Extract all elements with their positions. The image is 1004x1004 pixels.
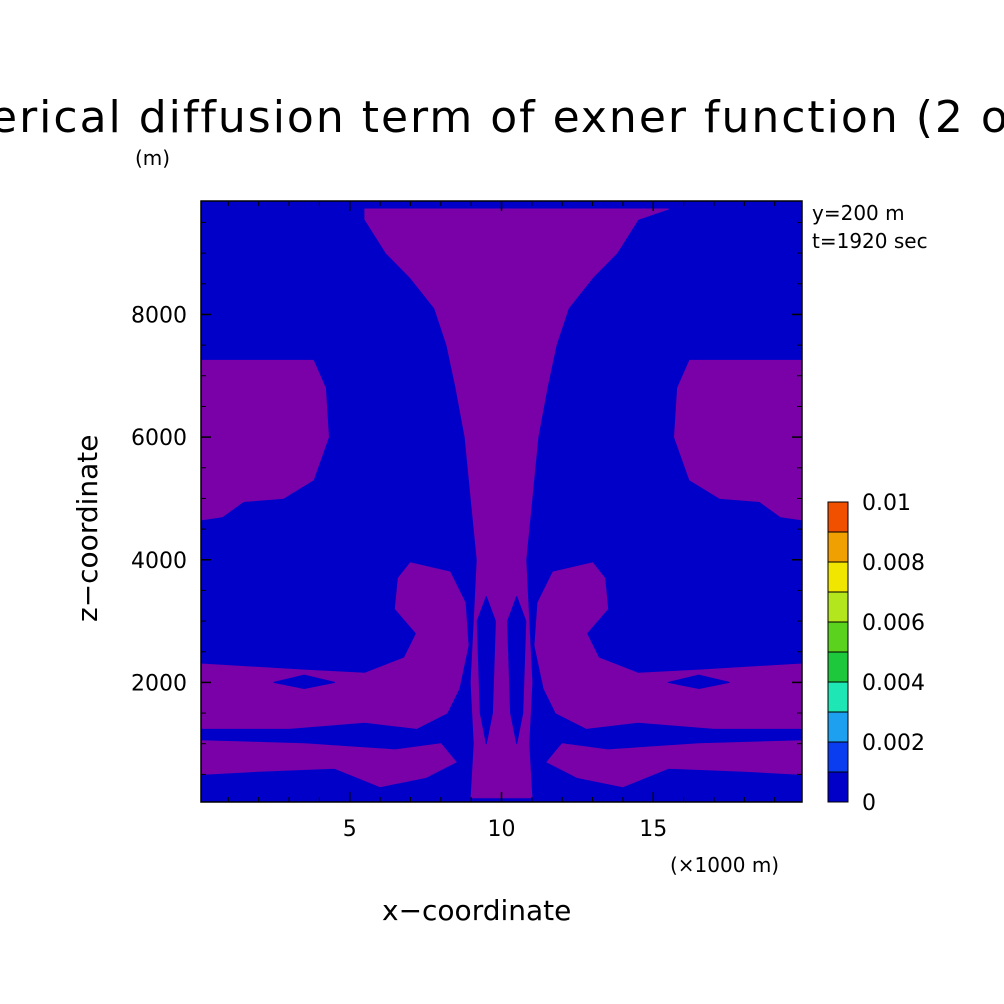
y-tick-label-0: 2000 (131, 671, 187, 696)
field-region-8 (667, 674, 730, 689)
field-region-1 (200, 359, 329, 521)
colorbar-swatch-0 (827, 771, 849, 803)
x-tick-label-2: 15 (639, 817, 667, 842)
colorbar-swatch-3 (827, 681, 849, 713)
annotation-y: y=200 m (812, 201, 905, 225)
y-tick-label-1: 4000 (131, 549, 187, 574)
colorbar-swatch-7 (827, 561, 849, 593)
x-axis-label: x−coordinate (382, 894, 571, 927)
field-region-4 (534, 562, 803, 729)
colorbar-label-5: 0 (862, 791, 876, 816)
colorbar-swatch-4 (827, 651, 849, 683)
colorbar-label-3: 0.004 (862, 671, 925, 696)
x-tick-label-0: 5 (343, 817, 357, 842)
colorbar-swatch-8 (827, 531, 849, 563)
field-region-10 (507, 596, 527, 745)
x-axis-ticks: 5 10 15 (343, 201, 667, 842)
colorbar-swatch-1 (827, 741, 849, 773)
minor-ticks (201, 201, 802, 802)
chart-title: erical diffusion term of exner function … (0, 92, 1004, 143)
annotation-t: t=1920 sec (812, 229, 928, 253)
colorbar-label-4: 0.002 (862, 731, 925, 756)
plot-area: 5 10 15 2000 4000 6000 8000 (131, 200, 803, 842)
colorbar-swatch-6 (827, 591, 849, 623)
field-region-2 (674, 359, 803, 521)
colorbar-label-2: 0.006 (862, 611, 925, 636)
x-scale-note: (×1000 m) (670, 853, 779, 877)
y-tick-label-2: 6000 (131, 426, 187, 451)
colorbar-labels: 0.01 0.008 0.006 0.004 0.002 0 (862, 491, 925, 816)
y-axis-label: z−coordinate (71, 435, 104, 623)
colorbar (827, 501, 849, 803)
field-region-5 (200, 740, 457, 788)
x-tick-label-1: 10 (488, 817, 516, 842)
colorbar-label-0: 0.01 (862, 491, 911, 516)
colorbar-swatch-9 (827, 501, 849, 533)
chart-unit-label: (m) (135, 146, 170, 170)
field-region-3 (200, 562, 469, 729)
field-region-9 (476, 596, 496, 745)
field-region-7 (273, 674, 336, 689)
y-tick-label-3: 8000 (131, 303, 187, 328)
colorbar-label-1: 0.008 (862, 551, 925, 576)
field-layer (200, 201, 803, 802)
colorbar-swatch-5 (827, 621, 849, 653)
field-region-6 (546, 740, 803, 788)
y-axis-ticks: 2000 4000 6000 8000 (131, 303, 802, 696)
colorbar-swatch-2 (827, 711, 849, 743)
